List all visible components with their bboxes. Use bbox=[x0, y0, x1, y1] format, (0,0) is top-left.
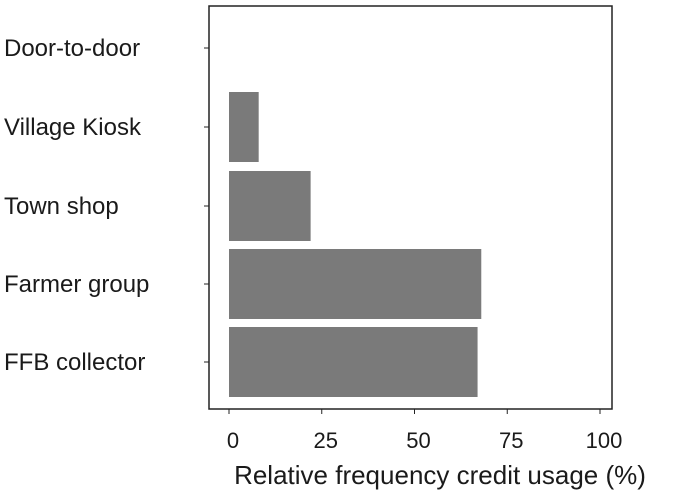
bar-farmer-group bbox=[229, 249, 482, 319]
x-tick-label: 0 bbox=[227, 428, 239, 453]
x-tick-label: 75 bbox=[499, 428, 523, 453]
bar-village-kiosk bbox=[229, 92, 259, 162]
category-label: Farmer group bbox=[4, 271, 149, 298]
x-tick-label: 25 bbox=[314, 428, 338, 453]
x-tick-label: 100 bbox=[586, 428, 623, 453]
category-label: Village Kiosk bbox=[4, 114, 142, 141]
bar-ffb-collector bbox=[229, 327, 478, 397]
x-tick-label: 50 bbox=[406, 428, 430, 453]
category-label: FFB collector bbox=[4, 349, 145, 376]
bar-town-shop bbox=[229, 171, 311, 241]
category-label: Town shop bbox=[4, 193, 119, 220]
plot-frame bbox=[208, 5, 613, 410]
x-axis-label: Relative frequency credit usage (%) bbox=[234, 460, 646, 490]
category-label: Door-to-door bbox=[4, 35, 140, 62]
